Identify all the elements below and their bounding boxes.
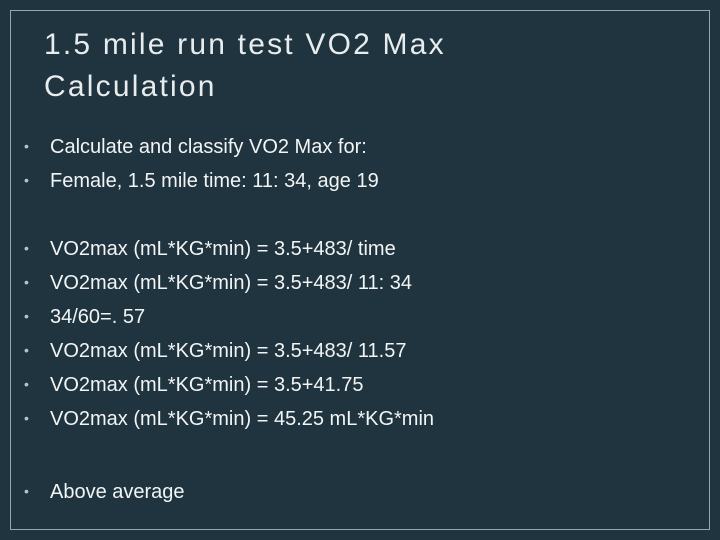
bullet-marker: • (24, 138, 29, 154)
bullet-text: Female, 1.5 mile time: 11: 34, age 19 (50, 170, 379, 192)
bullet-marker: • (24, 172, 29, 188)
bullet-text: VO2max (mL*KG*min) = 3.5+483/ 11: 34 (50, 272, 413, 294)
bullet-text: Above average (50, 481, 185, 503)
bullet-text: VO2max (mL*KG*min) = 3.5+483/ 11.57 (50, 340, 407, 362)
bullet-item: • Above average (20, 479, 185, 504)
title-line-2: Calculation (44, 70, 217, 103)
bullet-text: VO2max (mL*KG*min) = 3.5+483/ time (50, 238, 396, 260)
bullet-marker: • (24, 240, 29, 256)
bullet-marker: • (24, 483, 29, 499)
bullet-marker: • (24, 410, 29, 426)
bullet-item: • VO2max (mL*KG*min) = 3.5+483/ 11.57 (20, 338, 406, 363)
bullet-item: • VO2max (mL*KG*min) = 3.5+483/ time (20, 236, 396, 261)
bullet-item: • 34/60=. 57 (20, 304, 145, 329)
slide-frame (10, 10, 710, 530)
bullet-text: Calculate and classify VO2 Max for: (50, 136, 367, 158)
bullet-text: VO2max (mL*KG*min) = 3.5+41.75 (50, 374, 364, 396)
slide-title: 1.5 mile run test VO2 Max Calculation (44, 24, 644, 108)
bullet-text: VO2max (mL*KG*min) = 45.25 mL*KG*min (50, 408, 435, 430)
bullet-marker: • (24, 376, 29, 392)
bullet-text: 34/60=. 57 (50, 306, 146, 328)
bullet-marker: • (24, 274, 29, 290)
bullet-item: • VO2max (mL*KG*min) = 45.25 mL*KG*min (20, 406, 434, 431)
bullet-marker: • (24, 308, 29, 324)
bullet-item: • VO2max (mL*KG*min) = 3.5+483/ 11: 34 (20, 270, 412, 295)
bullet-item: • Calculate and classify VO2 Max for: (20, 134, 367, 159)
title-line-1: 1.5 mile run test VO2 Max (44, 28, 446, 61)
bullet-marker: • (24, 342, 29, 358)
bullet-item: • Female, 1.5 mile time: 11: 34, age 19 (20, 168, 379, 193)
bullet-item: • VO2max (mL*KG*min) = 3.5+41.75 (20, 372, 363, 397)
